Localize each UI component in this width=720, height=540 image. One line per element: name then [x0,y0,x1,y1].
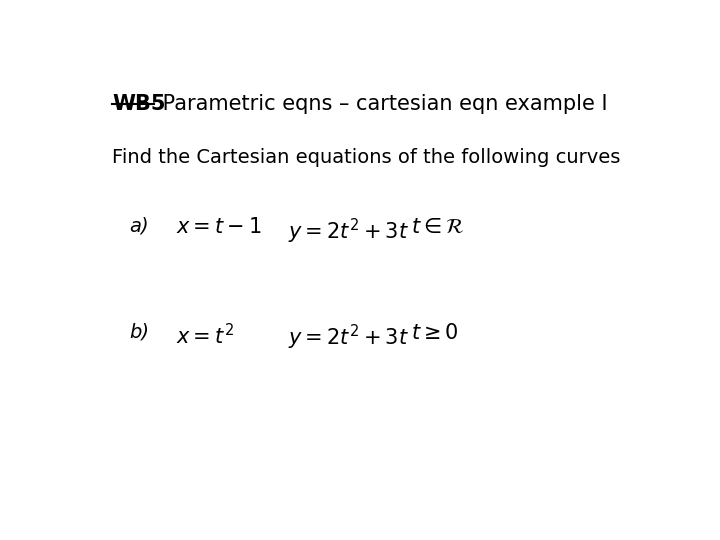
Text: b): b) [129,322,149,342]
Text: $x = t - 1$: $x = t - 1$ [176,217,262,237]
Text: $t \in \mathcal{R}$: $t \in \mathcal{R}$ [411,217,464,237]
Text: $y = 2t^2 + 3t$: $y = 2t^2 + 3t$ [288,322,409,352]
Text: $t \geq 0$: $t \geq 0$ [411,322,459,342]
Text: $x = t^2$: $x = t^2$ [176,322,235,348]
Text: a): a) [129,217,149,235]
Text: Parametric eqns – cartesian eqn example I: Parametric eqns – cartesian eqn example … [156,94,608,114]
Text: Find the Cartesian equations of the following curves: Find the Cartesian equations of the foll… [112,148,621,167]
Text: WB5: WB5 [112,94,166,114]
Text: $y = 2t^2 + 3t$: $y = 2t^2 + 3t$ [288,217,409,246]
